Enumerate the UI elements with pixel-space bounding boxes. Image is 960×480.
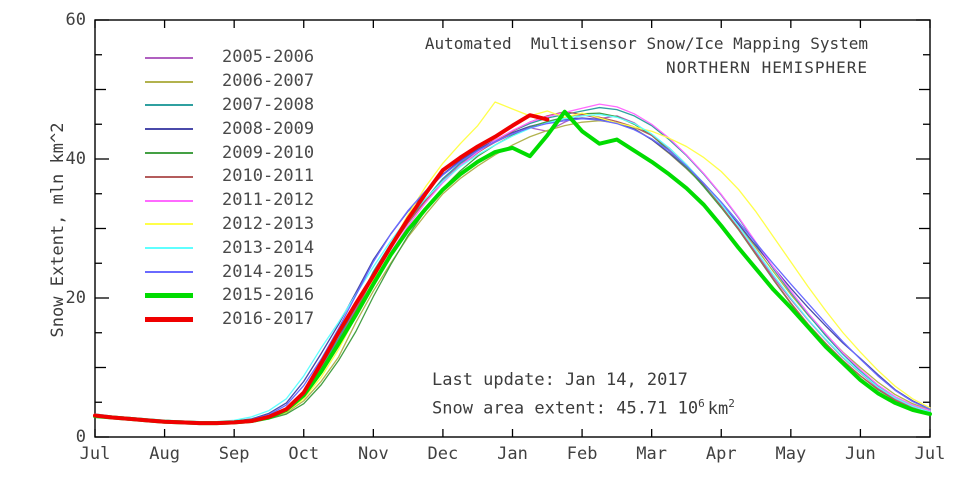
x-tick-label-oct-3: Oct [288,444,320,464]
chart-subtitle: NORTHERN HEMISPHERE [665,58,868,77]
chart-title: Automated Multisensor Snow/Ice Mapping S… [424,34,868,53]
x-tick-label-nov-4: Nov [357,444,389,464]
legend-label-2012-2013: 2012-2013 [222,213,315,234]
x-tick-label-may-10: May [775,444,807,464]
legend-item-2006-2007: 2006-2007 [145,70,314,94]
legend-item-2014-2015: 2014-2015 [145,260,314,284]
legend-swatch-2007-2008 [145,104,193,107]
legend-item-2005-2006: 2005-2006 [145,46,314,70]
legend-label-2009-2010: 2009-2010 [222,142,315,163]
series-line-2016-2017 [93,113,550,426]
extent-unit-exponent: 2 [728,397,735,410]
y-tick-label-20: 20 [65,288,86,308]
legend-swatch-2013-2014 [145,247,193,250]
legend-label-2014-2015: 2014-2015 [222,261,315,282]
legend-item-2009-2010: 2009-2010 [145,141,314,165]
extent-exponent: 6 [698,397,705,410]
legend-swatch-2011-2012 [145,199,193,202]
extent-unit: km [707,398,729,419]
legend-item-2013-2014: 2013-2014 [145,236,314,260]
legend-swatch-2009-2010 [145,152,193,155]
y-tick-label-40: 40 [65,149,86,169]
legend-item-2007-2008: 2007-2008 [145,94,314,118]
last-update-annotation: Last update: Jan 14, 2017 [432,370,688,390]
x-tick-label-aug-1: Aug [149,444,180,464]
legend: 2005-2006 2006-2007 2007-2008 2008-2009 2009… [145,46,314,332]
snow-area-extent-annotation: Snow area extent: 45.71 106 km2 [432,397,735,419]
legend-label-2005-2006: 2005-2006 [222,47,315,68]
legend-item-2011-2012: 2011-2012 [145,189,314,213]
x-tick-label-feb-7: Feb [566,444,598,464]
legend-swatch-2016-2017 [145,317,193,323]
legend-item-2010-2011: 2010-2011 [145,165,314,189]
x-tick-label-jan-6: Jan [497,444,528,464]
legend-swatch-2008-2009 [145,128,193,131]
legend-swatch-2005-2006 [145,56,193,59]
legend-swatch-2015-2016 [145,293,193,299]
legend-label-2006-2007: 2006-2007 [222,71,315,92]
legend-swatch-2010-2011 [145,175,193,178]
legend-swatch-2006-2007 [145,80,193,83]
legend-label-2007-2008: 2007-2008 [222,94,315,115]
x-tick-label-apr-9: Apr [705,444,737,464]
x-tick-label-sep-2: Sep [218,444,250,464]
legend-label-2011-2012: 2011-2012 [222,190,315,211]
x-tick-label-jul-12: Jul [914,444,946,464]
legend-item-2015-2016: 2015-2016 [145,284,314,308]
legend-item-2012-2013: 2012-2013 [145,213,314,237]
extent-text: Snow area extent: 45.71 10 [432,398,699,419]
legend-label-2015-2016: 2015-2016 [222,285,315,306]
y-tick-label-0: 0 [75,427,86,447]
x-tick-label-jun-11: Jun [845,444,876,464]
x-tick-label-dec-5: Dec [427,444,459,464]
legend-item-2008-2009: 2008-2009 [145,117,314,141]
x-tick-label-mar-8: Mar [636,444,668,464]
y-axis-label: Snow Extent, mln km^2 [48,122,68,338]
legend-label-2010-2011: 2010-2011 [222,166,315,187]
x-tick-label-jul-0: Jul [79,444,111,464]
legend-swatch-2012-2013 [145,223,193,226]
legend-swatch-2014-2015 [145,271,193,274]
y-tick-label-60: 60 [65,10,86,30]
legend-label-2008-2009: 2008-2009 [222,118,315,139]
series-line-2013-2014 [94,113,931,423]
legend-label-2016-2017: 2016-2017 [222,309,315,330]
legend-label-2013-2014: 2013-2014 [222,237,315,258]
legend-item-2016-2017: 2016-2017 [145,308,314,332]
